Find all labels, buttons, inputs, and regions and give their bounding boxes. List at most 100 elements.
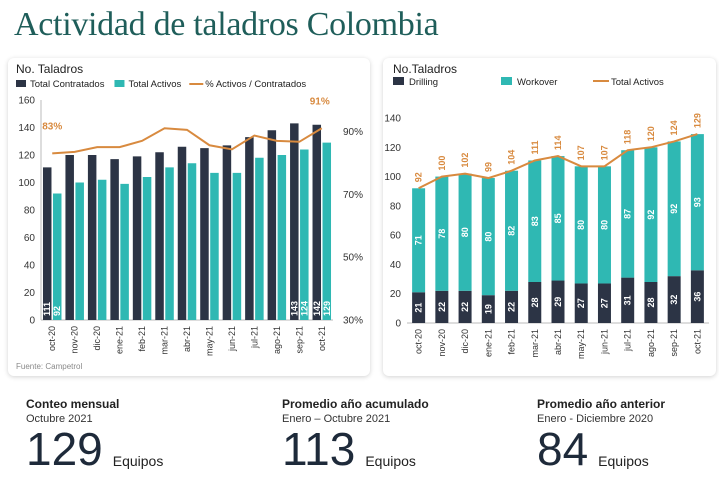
bar-data-label: 19	[483, 304, 493, 314]
bar-activos	[277, 155, 287, 320]
bar-drilling	[621, 277, 635, 323]
y-tick-label: 100	[384, 172, 401, 183]
bar-contratados	[200, 148, 209, 320]
y-tick-label: 100	[18, 178, 35, 189]
bar-data-label: 29	[553, 297, 563, 307]
bar-drilling	[644, 282, 658, 323]
bar-activos	[75, 182, 84, 320]
bar-contratados	[110, 159, 119, 320]
legend-swatch-1	[114, 80, 125, 87]
bar-drilling	[505, 290, 519, 323]
bar-data-label: 21	[414, 303, 424, 313]
bar-data-label: 80	[460, 227, 470, 237]
y-tick-label: 120	[384, 143, 401, 154]
bar-contratados	[312, 124, 322, 320]
x-tick-label: oct-21	[317, 326, 327, 351]
bar-data-label: 129	[322, 301, 332, 316]
bar-data-label: 80	[576, 220, 586, 230]
line-data-label: 120	[646, 126, 656, 141]
y-axis-title: No. Taladros	[16, 62, 83, 76]
bar-contratados	[65, 155, 74, 320]
bar-activos	[210, 172, 219, 320]
bar-data-label: 28	[530, 297, 540, 307]
line-data-label: 92	[414, 172, 424, 182]
legend-swatch-0	[393, 77, 404, 85]
bar-data-label: 32	[669, 295, 679, 305]
line-data-label: 104	[507, 150, 517, 165]
bar-drilling	[458, 290, 472, 323]
bar-activos	[165, 167, 174, 320]
x-tick-label: ene-21	[115, 326, 125, 354]
line-data-label: 124	[669, 120, 679, 135]
y-tick-label: 40	[390, 260, 402, 271]
legend-swatch-1	[501, 77, 512, 85]
bar-contratados	[177, 146, 187, 320]
stat-value: 84	[537, 423, 589, 475]
y-tick-label: 160	[18, 96, 35, 107]
stat-value: 113	[282, 423, 356, 475]
line-pct-activos	[52, 127, 323, 155]
bar-activos	[255, 157, 264, 320]
x-tick-label: oct-20	[47, 326, 57, 351]
bar-data-label: 71	[414, 235, 424, 245]
bar-activos	[97, 179, 107, 320]
x-tick-label: abr-21	[182, 326, 192, 352]
bar-data-label: 142	[312, 301, 322, 316]
bar-data-label: 78	[437, 229, 447, 239]
bar-activos	[300, 149, 309, 320]
bar-data-label: 124	[299, 301, 309, 316]
x-tick-label: mar-21	[530, 329, 540, 358]
y-tick-label: 80	[24, 206, 36, 217]
bar-drilling	[435, 290, 449, 323]
legend-label-0: Drilling	[409, 77, 438, 88]
bar-data-label: 22	[460, 302, 470, 312]
stat-title: Conteo mensual	[26, 397, 120, 411]
bar-data-label: 83	[530, 216, 540, 226]
bar-contratados	[155, 152, 164, 320]
x-tick-label: jul-21	[249, 326, 259, 349]
chart-card-contratados-vs-activos: No. Taladros Total Contratados Total Activ…	[8, 58, 370, 376]
bar-contratados	[222, 145, 232, 320]
line-total-activos	[418, 133, 698, 190]
y-axis-title: No.Taladros	[393, 62, 457, 76]
bar-workover	[597, 166, 611, 284]
stat-promedio-anterior: Promedio año anterior Enero - Diciembre …	[537, 397, 665, 475]
line-data-label: 83%	[42, 121, 62, 132]
x-tick-label: ene-21	[483, 329, 493, 357]
bar-activos	[142, 177, 152, 320]
y-tick-label: 120	[18, 151, 35, 162]
chart-card-drilling-workover: No.Taladros Drilling Workover Total Activos…	[383, 58, 716, 376]
x-tick-label: sep-21	[294, 326, 304, 354]
bar-activos	[120, 183, 129, 320]
bar-data-label: 143	[289, 301, 299, 316]
x-tick-label: nov-20	[437, 329, 447, 357]
x-tick-label: jun-21	[227, 326, 237, 352]
y-tick-label: 140	[18, 123, 35, 134]
bar-data-label: 80	[599, 220, 609, 230]
bar-workover	[574, 166, 588, 284]
y2-tick-label: 30%	[343, 316, 363, 327]
bar-workover	[551, 156, 565, 281]
bar-workover	[644, 147, 658, 282]
x-tick-label: dic-20	[92, 326, 102, 351]
bar-drilling	[481, 295, 495, 323]
bar-data-label: 36	[692, 292, 702, 302]
y-tick-label: 0	[395, 319, 401, 330]
bar-activos	[322, 142, 332, 320]
bar-data-label: 27	[599, 298, 609, 308]
bar-drilling	[551, 280, 565, 323]
stat-unit: Equipos	[598, 453, 649, 469]
bar-data-label: 87	[623, 209, 633, 219]
bar-drilling	[690, 270, 704, 323]
bar-data-label: 82	[507, 226, 517, 236]
line-data-label: 91%	[310, 96, 330, 107]
bar-drilling	[667, 276, 681, 323]
bar-workover	[621, 150, 635, 278]
bar-data-label: 111	[42, 302, 52, 316]
y-tick-label: 20	[390, 289, 402, 300]
stat-promedio-acumulado: Promedio año acumulado Enero – Octubre 2…	[282, 397, 429, 475]
y-tick-label: 0	[29, 316, 35, 327]
page-title: Actividad de taladros Colombia	[14, 6, 439, 43]
bar-data-label: 27	[576, 298, 586, 308]
x-tick-label: may-21	[576, 329, 586, 359]
